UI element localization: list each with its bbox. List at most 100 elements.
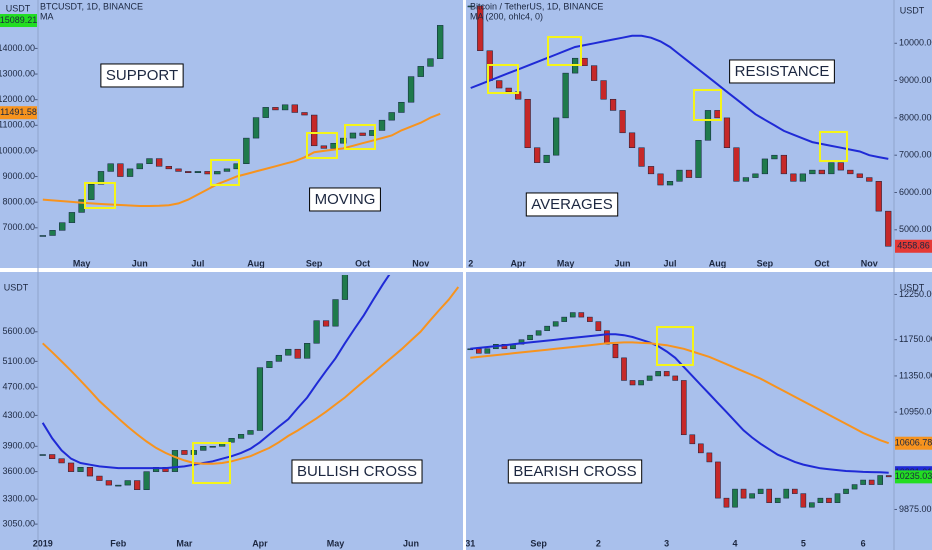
candle (58, 458, 65, 464)
x-tick-label: Nov (412, 258, 429, 268)
candle (330, 142, 337, 149)
candle (262, 107, 269, 118)
candle (272, 107, 279, 111)
candle (761, 158, 768, 175)
x-tick-label: 2 (468, 258, 473, 268)
candle (165, 166, 172, 170)
candle (96, 475, 103, 481)
candle (733, 147, 740, 182)
candle (349, 132, 357, 139)
candle (561, 316, 568, 322)
candle (749, 493, 755, 499)
highlight-box (487, 64, 519, 94)
legend-text: MA (200, ohlc4, 0) (470, 11, 543, 21)
candle (569, 312, 576, 318)
unit-label: USDT (900, 5, 925, 15)
price-tag (0, 106, 37, 120)
moving-average (470, 34, 889, 160)
candle (612, 344, 619, 359)
candle (723, 497, 730, 508)
candle (67, 462, 75, 472)
price-tag (895, 239, 932, 253)
candle (266, 361, 273, 368)
candle (39, 454, 46, 456)
candle (666, 181, 674, 186)
candle (228, 438, 235, 443)
plot-area (39, 275, 460, 490)
candle (847, 169, 854, 175)
candle (68, 212, 76, 223)
candle (181, 450, 188, 455)
y-tick-label: 3900.00 (2, 441, 35, 451)
x-tick-label: Jun (615, 258, 631, 268)
candle (578, 312, 585, 318)
annotation: MOVING (315, 191, 376, 208)
x-tick-label: Jun (132, 258, 148, 268)
candle (826, 497, 832, 503)
legend-text: MA (40, 11, 54, 21)
candle (877, 475, 884, 485)
candle (484, 348, 491, 354)
candle (340, 137, 347, 144)
candle (194, 171, 202, 173)
y-tick-label: 14000.00 (0, 43, 35, 53)
candle (766, 488, 772, 503)
legend-text: Bitcoin / TetherUS, 1D, BINANCE (470, 1, 603, 11)
annotation-box (100, 63, 184, 88)
candle (689, 434, 696, 445)
price-tag-label: 15089.21 (0, 15, 37, 25)
candle (695, 140, 702, 178)
candle (757, 488, 764, 494)
candle (581, 57, 588, 66)
plot-area (467, 312, 892, 508)
candle (467, 5, 474, 8)
candle (647, 166, 655, 175)
x-tick-label: 2019 (33, 538, 53, 548)
x-tick-label: Oct (814, 258, 829, 268)
candle (341, 275, 349, 300)
plot-area (39, 25, 444, 237)
candle (436, 25, 444, 59)
candle (388, 112, 395, 121)
y-tick-label: 6000.00 (899, 187, 932, 197)
candle (59, 222, 66, 231)
y-tick-label: 5600.00 (2, 326, 35, 336)
candle (291, 104, 298, 113)
candle (275, 354, 282, 362)
x-tick-label: May (557, 258, 575, 268)
candle (136, 163, 143, 170)
plot-area (467, 5, 892, 247)
x-tick-label: Aug (709, 258, 727, 268)
candle (600, 80, 607, 100)
candle (638, 147, 645, 167)
y-tick-label: 3300.00 (2, 494, 35, 504)
candle (866, 177, 873, 182)
candle (77, 467, 84, 472)
candle (860, 479, 866, 485)
candle (49, 454, 56, 459)
moving-average (41, 275, 391, 470)
x-tick-label: Jun (403, 538, 419, 548)
candle (505, 87, 512, 93)
candle (49, 230, 56, 236)
annotation: RESISTANCE (735, 63, 830, 80)
candle (378, 119, 386, 131)
candle (117, 163, 124, 177)
y-tick-label: 10000.00 (899, 38, 932, 48)
annotation-box (525, 192, 619, 217)
candle (740, 488, 747, 499)
candle (885, 475, 892, 478)
unit-label: USDT (6, 3, 31, 13)
candle (790, 173, 797, 182)
moving-average (470, 341, 890, 445)
candle (698, 443, 704, 454)
candle (663, 371, 670, 377)
y-tick-label: 10000.00 (0, 145, 35, 155)
candle (88, 183, 95, 200)
candle (256, 367, 264, 431)
annotation-box (729, 59, 835, 84)
annotation-box (507, 459, 643, 484)
x-tick-label: 6 (861, 538, 866, 548)
highlight-box (210, 159, 240, 186)
